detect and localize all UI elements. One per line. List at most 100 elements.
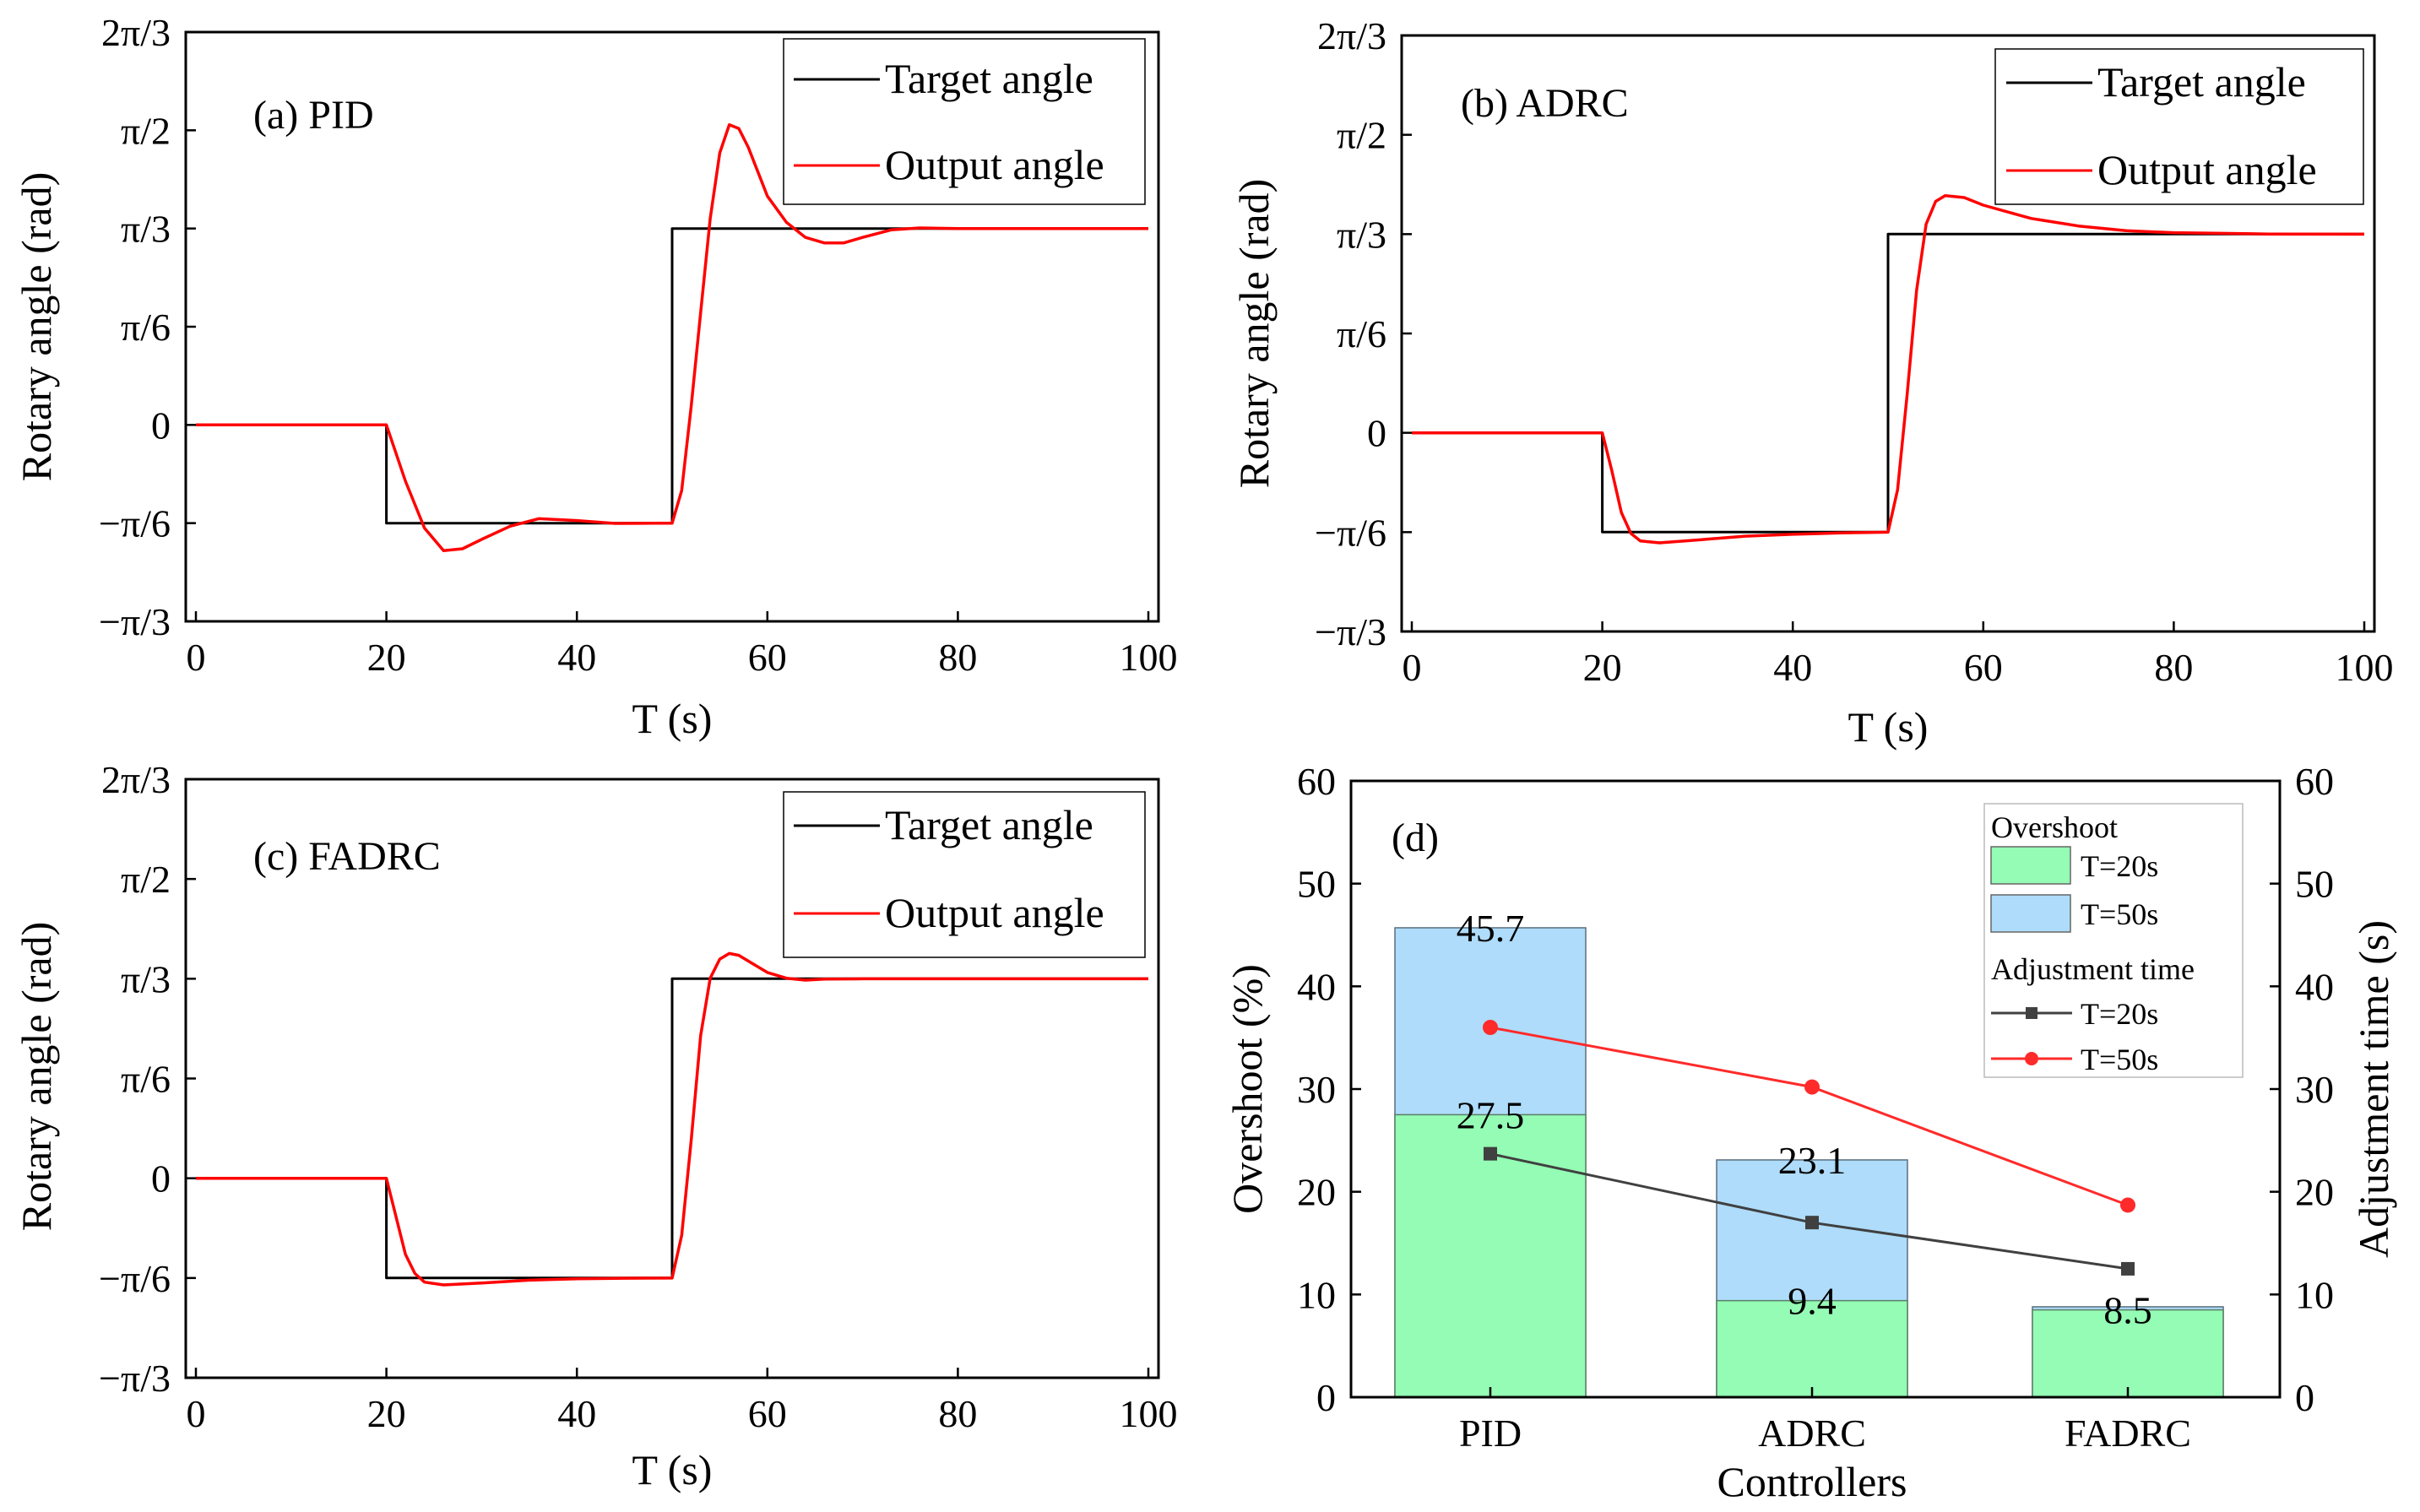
panel-b-y-label: Rotary angle (rad): [1230, 179, 1278, 489]
panel-a-x-label: T (s): [632, 695, 713, 742]
output-angle-line: [196, 123, 1148, 552]
panel-a-legend: Target angle Output angle: [783, 38, 1146, 205]
panel-a-pid: −π/3 −π/6 0 π/6 π/3 π/2 2π/3 0 20 40 60 80 100 (a) …: [13, 11, 1178, 742]
panel-d-y-ticks-right: 0 10 20 30 40 50 60: [2270, 760, 2334, 1419]
y-tick-label: 40: [1297, 965, 1336, 1008]
bar-value-label-t20: 27.5: [1457, 1093, 1525, 1136]
panel-d-legend-t50-line-label: T=50s: [2081, 1043, 2158, 1076]
x-tick-label: 40: [557, 1392, 596, 1435]
y-tick-label: −π/6: [99, 1257, 171, 1300]
panel-a-legend-target-label: Target angle: [885, 55, 1093, 102]
bar-value-label-t50: 23.1: [1778, 1139, 1847, 1182]
y-tick-label: 2π/3: [101, 758, 171, 801]
panel-d-legend: Overshoot T=20s T=50s Adjustment time T=…: [1983, 803, 2244, 1078]
panel-d-legend-box: [1983, 803, 2244, 1078]
y-tick-label: π/3: [121, 957, 171, 1000]
y-right-tick-label: 30: [2295, 1068, 2334, 1111]
panel-a-y-ticks: −π/3 −π/6 0 π/6 π/3 π/2 2π/3: [99, 11, 196, 643]
x-tick-label: 100: [1120, 636, 1178, 679]
output-angle-line: [196, 951, 1148, 1287]
y-tick-label: π/2: [121, 858, 171, 901]
panel-d-label: (d): [1392, 816, 1439, 860]
y-tick-label: 0: [151, 1157, 171, 1200]
panel-a-legend-box: [783, 38, 1146, 205]
y-tick-label: 0: [1316, 1376, 1336, 1419]
x-tick-label: 80: [938, 1392, 977, 1435]
x-tick-label: 80: [2154, 646, 2193, 689]
panel-b-label: (b) ADRC: [1461, 81, 1629, 126]
adjustment-time-marker: [1805, 1216, 1819, 1230]
panel-d-comparison: 45.7 27.5 23.1 9.4 8.5 0 10 20 30 40 50 60 0 10 20 30…: [1224, 760, 2397, 1505]
panel-c-x-ticks: 0 20 40 60 80 100: [187, 1368, 1178, 1435]
y-tick-label: π/2: [121, 109, 171, 152]
y-tick-label: −π/3: [99, 1357, 171, 1400]
y-tick-label: 20: [1297, 1171, 1336, 1214]
y-tick-label: 2π/3: [1317, 14, 1386, 57]
y-right-tick-label: 40: [2295, 965, 2334, 1008]
panel-b-series: [1412, 194, 2365, 545]
panel-d-legend-t50-bar-swatch: [1990, 894, 2071, 933]
y-tick-label: π/6: [121, 306, 171, 349]
panel-c-label: (c) FADRC: [253, 834, 441, 879]
panel-c-fadrc: −π/3 −π/6 0 π/6 π/3 π/2 2π/3 0 20 40 60 80 100 (c) …: [13, 758, 1178, 1493]
panel-d-lines: [1483, 1020, 2135, 1276]
panel-b-x-label: T (s): [1848, 703, 1929, 751]
panel-d-legend-t20-marker: [2026, 1007, 2037, 1019]
panel-d-legend-t20-bar-label: T=20s: [2081, 849, 2158, 883]
x-tick-label: 60: [1964, 646, 2003, 689]
panel-c-legend-box: [783, 791, 1146, 958]
y-tick-label: 0: [1367, 412, 1386, 455]
y-tick-label: −π/3: [1315, 610, 1386, 653]
y-tick-label: −π/6: [99, 502, 171, 545]
adjustment-time-marker: [1484, 1146, 1497, 1161]
bar-overshoot-t20: [2032, 1309, 2224, 1398]
x-tick-label: 20: [1583, 646, 1622, 689]
panel-c-legend: Target angle Output angle: [783, 791, 1146, 958]
y-tick-label: 50: [1297, 863, 1336, 906]
panel-c-legend-target-label: Target angle: [885, 801, 1093, 848]
target-angle-line: [1412, 232, 2364, 534]
panel-a-legend-output-label: Output angle: [885, 141, 1104, 188]
x-tick-label: FADRC: [2065, 1412, 2191, 1455]
y-tick-label: π/3: [121, 208, 171, 251]
panel-d-y-label-left: Overshoot (%): [1224, 964, 1271, 1214]
y-tick-label: π/3: [1337, 213, 1386, 256]
bar-overshoot-t20: [1394, 1114, 1587, 1398]
panel-b-legend-output-label: Output angle: [2097, 146, 2317, 193]
bar-value-label-t20: 9.4: [1788, 1280, 1837, 1323]
panel-d-x-label: Controllers: [1717, 1458, 1907, 1505]
panel-d-legend-t20-line-label: T=20s: [2081, 997, 2158, 1031]
x-tick-label: 40: [1773, 646, 1812, 689]
y-tick-label: −π/3: [99, 600, 171, 643]
y-right-tick-label: 50: [2295, 863, 2334, 906]
x-tick-label: ADRC: [1758, 1412, 1866, 1455]
panel-d-legend-overshoot-title: Overshoot: [1991, 810, 2118, 844]
bar-overshoot-t20: [1716, 1299, 1908, 1398]
y-tick-label: π/6: [1337, 312, 1386, 355]
adjustment-time-marker: [1483, 1020, 1498, 1035]
panel-d-legend-t20-bar-swatch: [1990, 846, 2071, 885]
bar-value-label-t20: 8.5: [2103, 1289, 2152, 1332]
panel-b-legend-box: [1994, 48, 2364, 205]
x-tick-label: 80: [938, 636, 977, 679]
y-tick-label: π/2: [1337, 114, 1386, 157]
x-tick-label: 20: [367, 1392, 406, 1435]
x-tick-label: 60: [748, 636, 787, 679]
adjustment-time-marker: [2120, 1197, 2135, 1213]
y-tick-label: 60: [1297, 760, 1336, 803]
target-angle-line: [196, 227, 1148, 525]
output-angle-line: [1412, 194, 2365, 545]
x-tick-label: 100: [1120, 1392, 1178, 1435]
panel-c-y-ticks: −π/3 −π/6 0 π/6 π/3 π/2 2π/3: [99, 758, 196, 1400]
x-tick-label: 100: [2336, 646, 2394, 689]
panel-c-series: [196, 951, 1148, 1287]
panel-d-y-label-right: Adjustment time (s): [2350, 920, 2397, 1258]
y-tick-label: −π/6: [1315, 511, 1386, 554]
panel-b-legend-target-label: Target angle: [2097, 58, 2306, 106]
x-tick-label: PID: [1459, 1412, 1522, 1455]
panel-c-y-label: Rotary angle (rad): [13, 922, 60, 1232]
panel-d-y-ticks-left: 0 10 20 30 40 50 60: [1297, 760, 1361, 1419]
target-angle-line: [196, 977, 1148, 1280]
bar-value-label-t50: 45.7: [1457, 907, 1525, 950]
